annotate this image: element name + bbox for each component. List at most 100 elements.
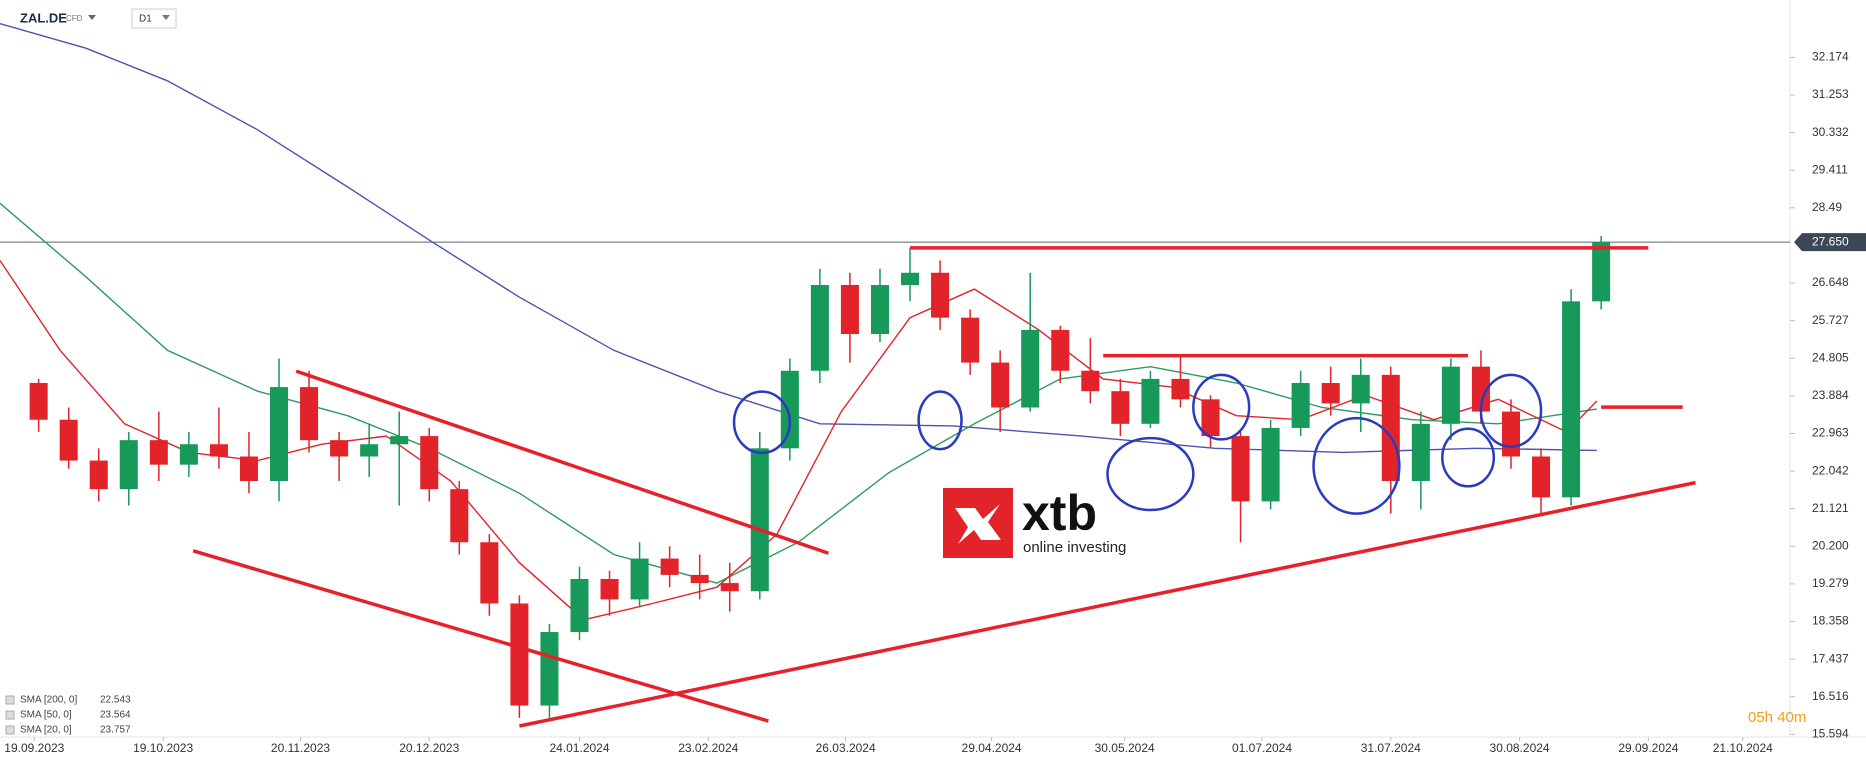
x-tick-label: 30.05.2024 xyxy=(1095,741,1155,755)
candle-body xyxy=(209,444,228,457)
y-tick-label: 22.963 xyxy=(1812,426,1849,440)
candle-body xyxy=(1171,378,1190,400)
highlight-ellipse xyxy=(1192,373,1251,441)
candle-body xyxy=(59,419,78,461)
x-tick-label: 19.09.2023 xyxy=(4,741,64,755)
legend-name: SMA [50, 0] xyxy=(20,710,72,721)
plot-area xyxy=(0,23,1790,728)
y-tick-label: 23.884 xyxy=(1812,388,1849,402)
candle-body xyxy=(1351,374,1370,404)
candle-body xyxy=(510,603,529,706)
timeframe-selector[interactable]: D1 xyxy=(131,8,177,29)
brand-tagline: online investing xyxy=(1023,539,1126,556)
y-tick-label: 31.253 xyxy=(1812,87,1849,101)
legend-name: SMA [20, 0] xyxy=(20,725,72,736)
candle-body xyxy=(690,574,709,584)
candle-body xyxy=(1532,456,1551,498)
candle-body xyxy=(1141,378,1160,424)
x-tick-label: 20.11.2023 xyxy=(271,741,330,755)
timeframe-box xyxy=(131,8,177,29)
instrument: CFD xyxy=(66,14,83,23)
candle-body xyxy=(750,448,769,592)
legend-name: SMA [200, 0] xyxy=(20,695,77,706)
candle-body xyxy=(600,578,619,600)
y-tick-label: 15.594 xyxy=(1812,727,1849,741)
x-tick-label: 19.10.2023 xyxy=(133,741,193,755)
candle-body xyxy=(1441,366,1460,424)
legend-icon xyxy=(5,725,15,735)
y-tick-label: 18.358 xyxy=(1812,614,1849,628)
highlight-ellipse xyxy=(732,390,792,455)
trend-line xyxy=(519,480,1696,728)
candle-body xyxy=(1471,366,1490,412)
x-tick-label: 20.12.2023 xyxy=(399,741,459,755)
current-price-label: 27.650 xyxy=(1812,234,1849,248)
highlight-ellipse xyxy=(1479,373,1543,448)
logo-mark xyxy=(955,504,1001,544)
highlight-ellipse xyxy=(1106,436,1195,512)
candle-body xyxy=(1051,329,1070,371)
symbol-selector[interactable]: ZAL.DE CFD xyxy=(20,10,96,25)
candle-body xyxy=(450,489,469,543)
candle-body xyxy=(330,440,349,457)
legend-value: 23.757 xyxy=(100,725,131,736)
y-tick-label: 30.332 xyxy=(1812,125,1849,139)
timer: 05h 40m xyxy=(1748,709,1806,726)
candle-body xyxy=(270,387,289,481)
candle-body xyxy=(1562,301,1581,498)
candle-body xyxy=(630,558,649,600)
candle-body xyxy=(961,317,980,363)
candle-body xyxy=(901,272,920,286)
candle-body xyxy=(1231,436,1250,502)
candle-body xyxy=(420,436,439,490)
candle-body xyxy=(1321,382,1340,404)
brand-name: xtb xyxy=(1022,485,1097,541)
candle-body xyxy=(1411,423,1430,481)
x-tick-label: 30.08.2024 xyxy=(1490,741,1550,755)
candle-body xyxy=(991,362,1010,408)
x-tick-label: 01.07.2024 xyxy=(1232,741,1292,755)
highlight-ellipse xyxy=(917,390,963,451)
candle-body xyxy=(840,285,859,334)
symbol: ZAL.DE xyxy=(20,10,67,25)
x-tick-label: 29.04.2024 xyxy=(962,741,1022,755)
candle-body xyxy=(239,456,258,481)
candle-body xyxy=(360,444,379,457)
x-tick-label: 21.10.2024 xyxy=(1713,741,1773,755)
candle-body xyxy=(300,387,319,441)
candle-body xyxy=(810,285,829,371)
current-price-marker xyxy=(1802,233,1866,252)
y-tick-label: 29.411 xyxy=(1812,162,1848,176)
y-tick-label: 20.200 xyxy=(1812,538,1849,552)
x-tick-label: 31.07.2024 xyxy=(1361,741,1421,755)
highlight-ellipse xyxy=(1441,427,1496,488)
timeframe: D1 xyxy=(139,14,152,25)
candle-body xyxy=(89,460,108,490)
candle-body xyxy=(1111,391,1130,424)
candle-body xyxy=(119,440,138,490)
candle-body xyxy=(870,285,889,334)
candle-body xyxy=(540,632,559,706)
candle-body xyxy=(1261,427,1280,502)
y-tick-label: 28.49 xyxy=(1812,200,1842,214)
y-tick-label: 22.042 xyxy=(1812,463,1849,477)
candle-body xyxy=(480,542,499,604)
x-tick-label: 23.02.2024 xyxy=(678,741,738,755)
candle-body xyxy=(390,436,409,445)
candle-body xyxy=(931,272,950,318)
candle-body xyxy=(1201,399,1220,437)
y-tick-label: 32.174 xyxy=(1812,50,1849,64)
legend-icon xyxy=(5,710,15,720)
candle-body xyxy=(29,382,48,420)
legend-value: 23.564 xyxy=(100,710,131,721)
candle-body xyxy=(1291,382,1310,428)
y-tick-label: 26.648 xyxy=(1812,275,1849,289)
y-tick-label: 17.437 xyxy=(1812,651,1849,665)
candle-body xyxy=(660,558,679,575)
candle-body xyxy=(570,578,589,633)
legend-value: 22.543 xyxy=(100,695,131,706)
y-tick-label: 16.516 xyxy=(1812,689,1849,703)
x-tick-label: 24.01.2024 xyxy=(549,741,609,755)
